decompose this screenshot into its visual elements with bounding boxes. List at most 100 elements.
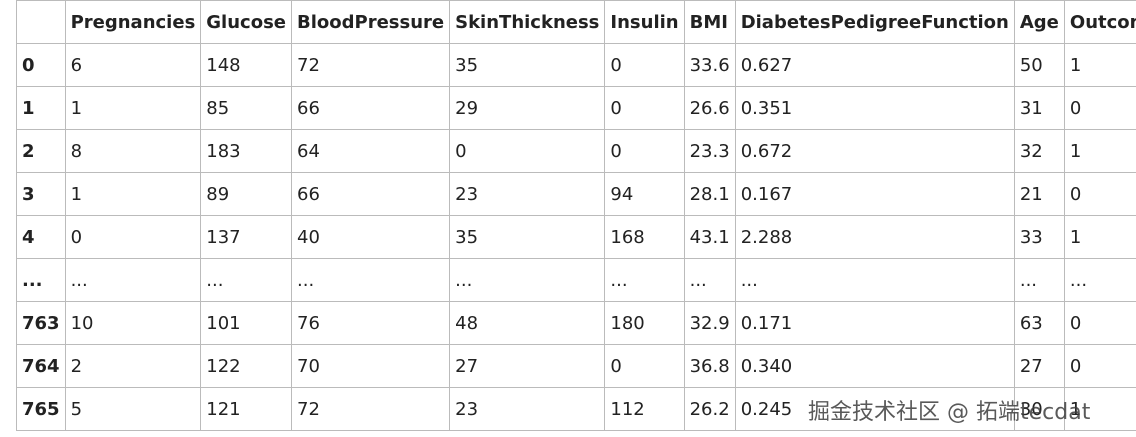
cell: 26.6 xyxy=(683,86,736,130)
cell: 112 xyxy=(604,387,685,431)
cell: 35 xyxy=(449,43,606,87)
row-index: 2 xyxy=(16,129,66,173)
cell: 66 xyxy=(290,86,451,130)
cell: 0.245 xyxy=(734,387,1015,431)
cell: 66 xyxy=(290,172,451,216)
row-index: 0 xyxy=(16,43,66,87)
cell: 1 xyxy=(1063,387,1136,431)
row-index: ... xyxy=(16,258,66,302)
cell: 48 xyxy=(449,301,606,345)
cell: 23 xyxy=(449,387,606,431)
cell: 50 xyxy=(1013,43,1065,87)
table-row: 4 0 137 40 35 168 43.1 2.288 33 1 xyxy=(16,215,1136,259)
cell: 31 xyxy=(1013,86,1065,130)
cell: 0 xyxy=(1063,344,1136,388)
cell: 0 xyxy=(604,129,685,173)
cell: ... xyxy=(604,258,685,302)
column-header: Glucose xyxy=(200,0,292,44)
cell: 76 xyxy=(290,301,451,345)
cell: 0 xyxy=(604,344,685,388)
cell: 64 xyxy=(290,129,451,173)
cell: 32.9 xyxy=(683,301,736,345)
cell: 6 xyxy=(64,43,202,87)
cell: 0 xyxy=(604,43,685,87)
cell: 0.672 xyxy=(734,129,1015,173)
cell: 63 xyxy=(1013,301,1065,345)
row-index: 4 xyxy=(16,215,66,259)
cell: 0.351 xyxy=(734,86,1015,130)
dataframe-table: Pregnancies Glucose BloodPressure SkinThick… xyxy=(16,0,1136,431)
cell: 121 xyxy=(200,387,292,431)
cell: 0.627 xyxy=(734,43,1015,87)
cell: ... xyxy=(290,258,451,302)
cell: 0 xyxy=(1063,301,1136,345)
cell: 85 xyxy=(200,86,292,130)
cell: 122 xyxy=(200,344,292,388)
column-header: SkinThickness xyxy=(449,0,606,44)
cell: 10 xyxy=(64,301,202,345)
column-header: Pregnancies xyxy=(64,0,202,44)
cell: ... xyxy=(64,258,202,302)
cell: 29 xyxy=(449,86,606,130)
table-row: 763 10 101 76 48 180 32.9 0.171 63 0 xyxy=(16,301,1136,345)
cell: 23 xyxy=(449,172,606,216)
cell: 40 xyxy=(290,215,451,259)
cell: 0.171 xyxy=(734,301,1015,345)
column-header: Outcome xyxy=(1063,0,1136,44)
cell: 168 xyxy=(604,215,685,259)
table-row: 1 1 85 66 29 0 26.6 0.351 31 0 xyxy=(16,86,1136,130)
cell: 36.8 xyxy=(683,344,736,388)
table-row: 764 2 122 70 27 0 36.8 0.340 27 0 xyxy=(16,344,1136,388)
cell: 183 xyxy=(200,129,292,173)
column-header: BMI xyxy=(683,0,736,44)
cell: 8 xyxy=(64,129,202,173)
cell: 32 xyxy=(1013,129,1065,173)
column-header: BloodPressure xyxy=(290,0,451,44)
cell: 30 xyxy=(1013,387,1065,431)
cell: 33 xyxy=(1013,215,1065,259)
header-row: Pregnancies Glucose BloodPressure SkinThick… xyxy=(16,0,1136,44)
watermark: 掘金技术社区 @ 拓端tecdat xyxy=(808,400,1091,425)
cell: 2 xyxy=(64,344,202,388)
cell: 28.1 xyxy=(683,172,736,216)
cell: 35 xyxy=(449,215,606,259)
cell: 21 xyxy=(1013,172,1065,216)
cell: 101 xyxy=(200,301,292,345)
column-header: Insulin xyxy=(604,0,685,44)
cell: 0 xyxy=(604,86,685,130)
cell: 1 xyxy=(64,86,202,130)
row-index: 1 xyxy=(16,86,66,130)
table-body: 0 6 148 72 35 0 33.6 0.627 50 1 1 1 85 66 29 0 26.6 0.351… xyxy=(16,43,1136,431)
index-header xyxy=(16,0,66,44)
cell: 72 xyxy=(290,43,451,87)
cell: ... xyxy=(683,258,736,302)
row-index: 765 xyxy=(16,387,66,431)
cell: 33.6 xyxy=(683,43,736,87)
cell: ... xyxy=(449,258,606,302)
cell: ... xyxy=(734,258,1015,302)
cell: 0.167 xyxy=(734,172,1015,216)
row-index: 3 xyxy=(16,172,66,216)
table-row: .............................. xyxy=(16,258,1136,302)
cell: 0 xyxy=(64,215,202,259)
cell: 1 xyxy=(1063,215,1136,259)
cell: 1 xyxy=(1063,43,1136,87)
cell: 148 xyxy=(200,43,292,87)
cell: 27 xyxy=(1013,344,1065,388)
row-index: 763 xyxy=(16,301,66,345)
cell: 0.340 xyxy=(734,344,1015,388)
row-index: 764 xyxy=(16,344,66,388)
cell: 72 xyxy=(290,387,451,431)
cell: 26.2 xyxy=(683,387,736,431)
table-row: 0 6 148 72 35 0 33.6 0.627 50 1 xyxy=(16,43,1136,87)
table-row: 2 8 183 64 0 0 23.3 0.672 32 1 xyxy=(16,129,1136,173)
cell: 0 xyxy=(449,129,606,173)
column-header: DiabetesPedigreeFunction xyxy=(734,0,1015,44)
cell: 94 xyxy=(604,172,685,216)
cell: ... xyxy=(1013,258,1065,302)
cell: 27 xyxy=(449,344,606,388)
column-header: Age xyxy=(1013,0,1065,44)
cell: 23.3 xyxy=(683,129,736,173)
cell: 0 xyxy=(1063,86,1136,130)
